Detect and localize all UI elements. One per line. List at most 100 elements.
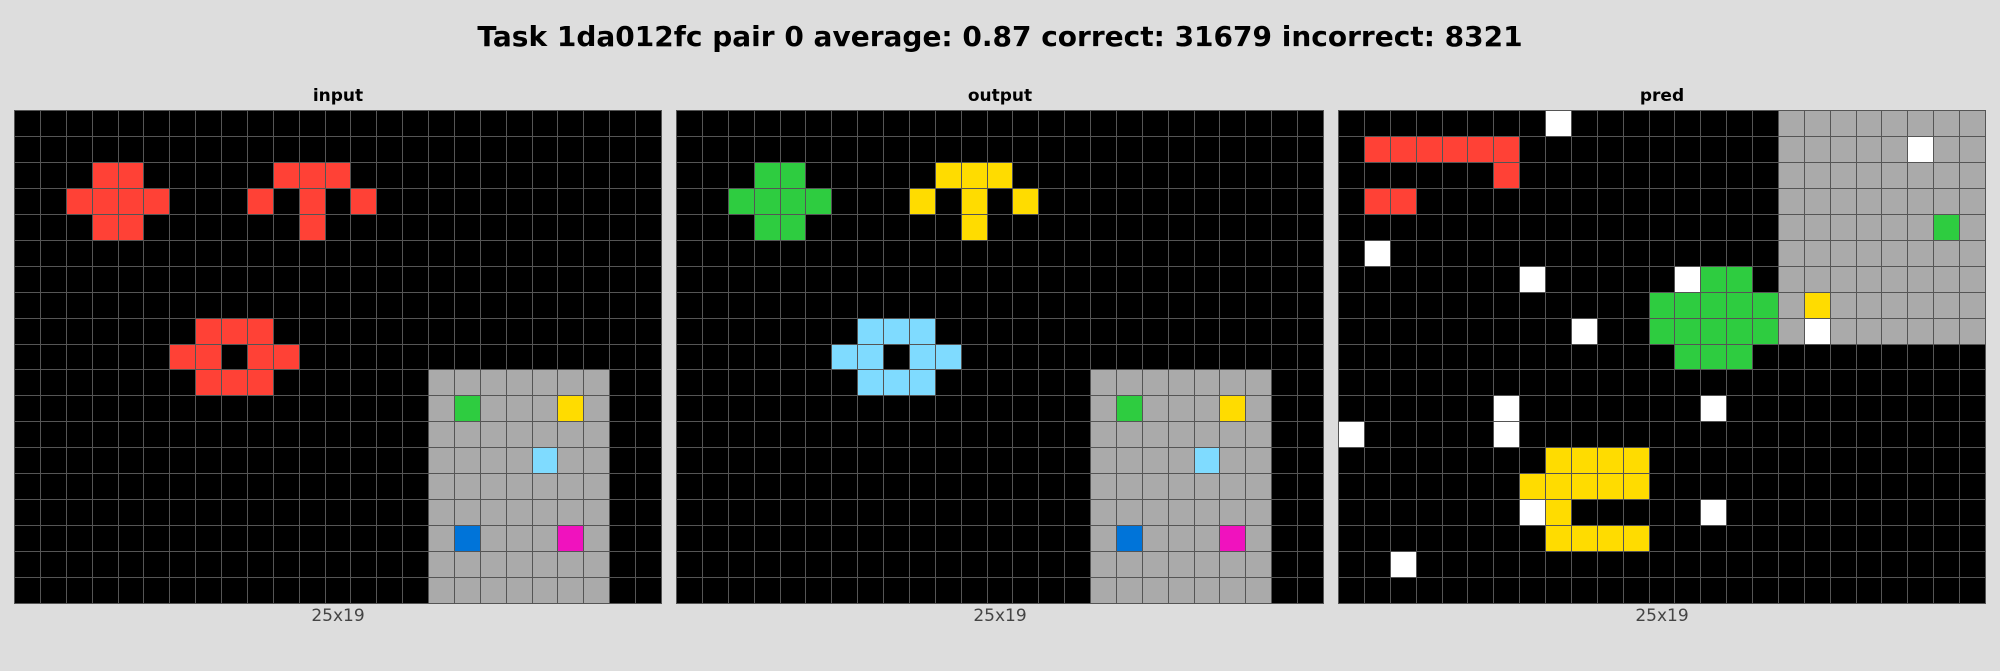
- grid-cell: [1727, 162, 1753, 188]
- grid-cell: [1571, 344, 1597, 370]
- grid-cell: [480, 344, 506, 370]
- grid-cell: [247, 266, 273, 292]
- grid-cell: [1856, 111, 1882, 136]
- grid-cell: [754, 500, 780, 526]
- grid-cell: [1960, 448, 1985, 474]
- grid-cell: [1804, 162, 1830, 188]
- grid-cell: [1246, 266, 1272, 292]
- grid-cell: [1623, 318, 1649, 344]
- grid-cell: [1116, 188, 1142, 214]
- grid-cell: [1675, 448, 1701, 474]
- grid-cell: [1960, 111, 1985, 136]
- grid-cell: [935, 578, 961, 603]
- grid-cell: [636, 318, 661, 344]
- grid-cell: [1013, 318, 1039, 344]
- grid-cell: [987, 552, 1013, 578]
- grid-cell: [884, 500, 909, 526]
- grid-cell: [118, 266, 144, 292]
- grid-cell: [299, 552, 325, 578]
- grid-cell: [222, 344, 247, 370]
- grid-cell: [1649, 111, 1675, 136]
- grid-cell: [584, 266, 610, 292]
- grid-cell: [1168, 344, 1194, 370]
- grid-cell: [325, 111, 351, 136]
- grid-cell: [1546, 500, 1571, 526]
- grid-cell: [1753, 474, 1778, 500]
- grid-cell: [1934, 214, 1960, 240]
- grid-cell: [1727, 500, 1753, 526]
- grid-cell: [909, 214, 935, 240]
- grid-cell: [325, 136, 351, 162]
- grid-cell: [144, 240, 170, 266]
- grid-cell: [273, 526, 299, 552]
- grid-cell: [1830, 474, 1856, 500]
- grid-cell: [1908, 578, 1934, 603]
- grid-cell: [403, 111, 429, 136]
- grid-cell: [1116, 162, 1142, 188]
- grid-cell: [1298, 214, 1323, 240]
- grid-cell: [1778, 422, 1804, 448]
- grid-cell: [1856, 318, 1882, 344]
- grid-cell: [1220, 162, 1246, 188]
- grid-cell: [351, 448, 377, 474]
- grid-cell: [15, 240, 40, 266]
- grid-cell: [1168, 370, 1194, 396]
- grid-cell: [1856, 474, 1882, 500]
- grid-cell: [728, 448, 754, 474]
- grid-cell: [1272, 500, 1298, 526]
- grid-cell: [1442, 370, 1468, 396]
- grid-cell: [247, 240, 273, 266]
- grid-cell: [170, 162, 196, 188]
- grid-cell: [1220, 370, 1246, 396]
- grid-cell: [377, 214, 403, 240]
- grid-cell: [806, 500, 832, 526]
- grid-cell: [40, 578, 66, 603]
- grid-cell: [403, 422, 429, 448]
- grid-cell: [1597, 292, 1623, 318]
- grid-cell: [1804, 344, 1830, 370]
- grid-cell: [1142, 162, 1168, 188]
- grid-cell: [1753, 292, 1778, 318]
- grid-cell: [1246, 500, 1272, 526]
- grid-cell: [558, 396, 584, 422]
- grid-cell: [1649, 318, 1675, 344]
- grid-cell: [1065, 292, 1091, 318]
- grid-cell: [1194, 111, 1220, 136]
- grid-cell: [506, 188, 532, 214]
- grid-cell: [66, 188, 92, 214]
- grid-cell: [506, 318, 532, 344]
- grid-cell: [1882, 162, 1908, 188]
- grid-cell: [1468, 214, 1494, 240]
- grid-cell: [532, 344, 558, 370]
- grid-cell: [909, 396, 935, 422]
- grid-cell: [377, 552, 403, 578]
- grid-cell: [1116, 422, 1142, 448]
- grid-cell: [1442, 526, 1468, 552]
- grid-cell: [1364, 266, 1390, 292]
- grid-cell: [532, 188, 558, 214]
- grid-cell: [1091, 526, 1116, 552]
- grid-cell: [884, 188, 909, 214]
- grid-cell: [325, 188, 351, 214]
- grid-cell: [40, 526, 66, 552]
- grid-cell: [1753, 552, 1778, 578]
- grid-cell: [1597, 552, 1623, 578]
- grid-cell: [92, 552, 118, 578]
- grid-cell: [144, 526, 170, 552]
- grid-cell: [1856, 136, 1882, 162]
- grid-cell: [558, 214, 584, 240]
- grid-cell: [403, 474, 429, 500]
- grid-cell: [1908, 526, 1934, 552]
- grid-cell: [935, 370, 961, 396]
- grid-cell: [858, 214, 884, 240]
- grid-cell: [754, 526, 780, 552]
- grid-cell: [66, 500, 92, 526]
- grid-cell: [780, 474, 806, 500]
- grid-cell: [1960, 526, 1985, 552]
- grid-cell: [636, 448, 661, 474]
- grid-cell: [961, 552, 987, 578]
- grid-cell: [806, 162, 832, 188]
- grid-cell: [754, 266, 780, 292]
- grid-cell: [1960, 266, 1985, 292]
- grid-cell: [1039, 188, 1065, 214]
